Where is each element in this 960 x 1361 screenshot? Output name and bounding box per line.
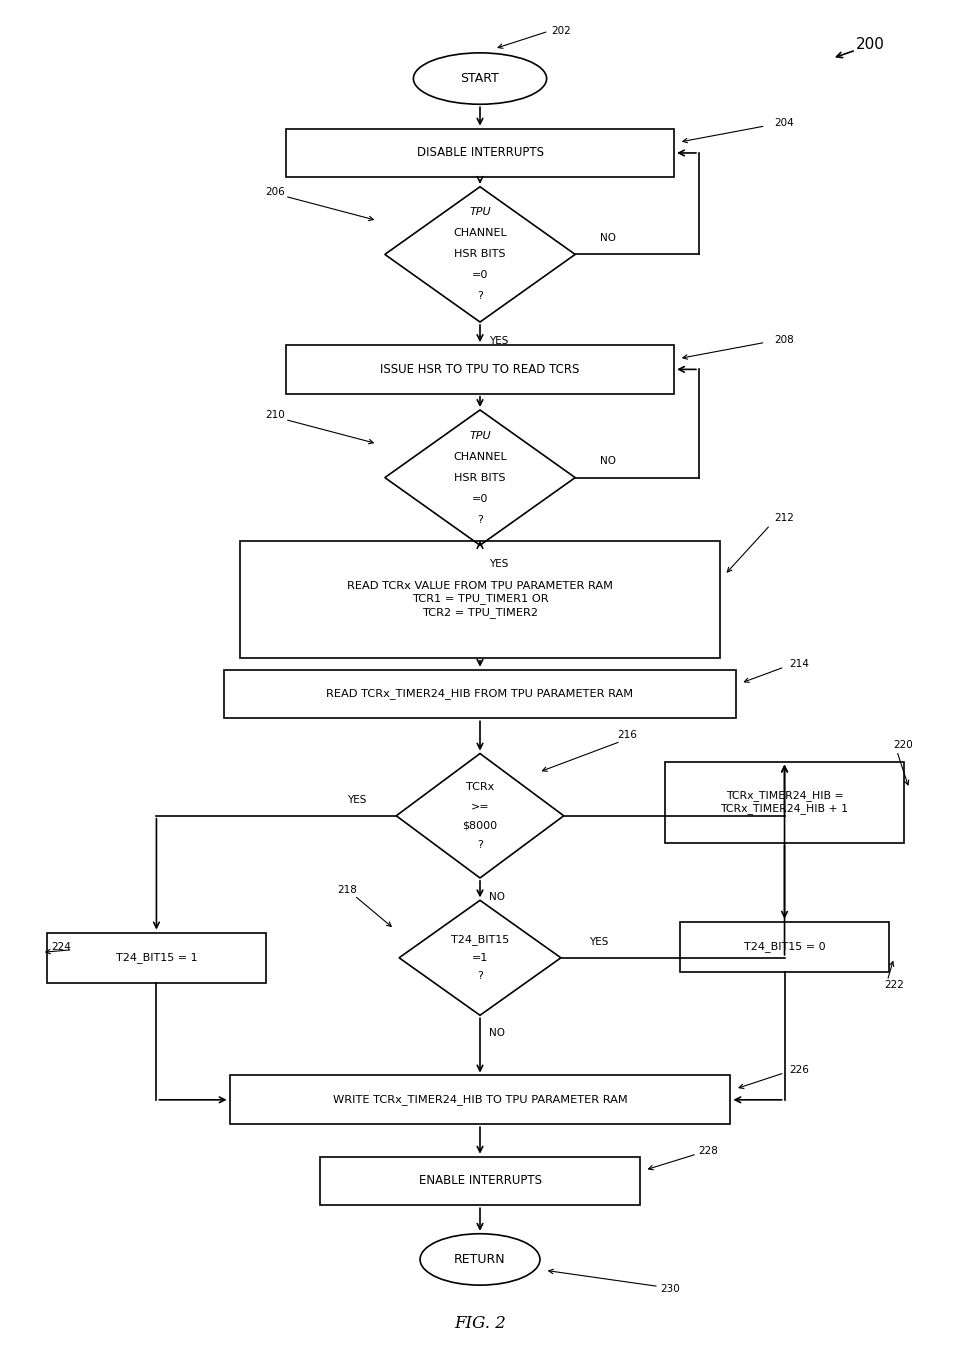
- Bar: [286, 128, 674, 177]
- Bar: [286, 346, 674, 393]
- Text: 214: 214: [789, 659, 808, 670]
- Text: 226: 226: [789, 1066, 808, 1075]
- Text: TPU: TPU: [469, 207, 491, 218]
- Text: ?: ?: [477, 291, 483, 301]
- Text: FIG. 2: FIG. 2: [454, 1315, 506, 1331]
- Text: ISSUE HSR TO TPU TO READ TCRS: ISSUE HSR TO TPU TO READ TCRS: [380, 363, 580, 376]
- Text: NO: NO: [600, 456, 616, 467]
- Bar: [229, 1075, 731, 1124]
- Text: 200: 200: [855, 37, 884, 52]
- Text: =0: =0: [471, 271, 489, 280]
- Text: TCRx_TIMER24_HIB =
TCRx_TIMER24_HIB + 1: TCRx_TIMER24_HIB = TCRx_TIMER24_HIB + 1: [721, 791, 849, 814]
- Bar: [240, 540, 720, 657]
- Bar: [46, 932, 266, 983]
- Text: READ TCRx VALUE FROM TPU PARAMETER RAM
TCR1 = TPU_TIMER1 OR
TCR2 = TPU_TIMER2: READ TCRx VALUE FROM TPU PARAMETER RAM T…: [347, 581, 613, 618]
- Text: YES: YES: [589, 936, 609, 946]
- Text: >=: >=: [470, 802, 490, 811]
- Text: 216: 216: [617, 729, 637, 739]
- Text: =1: =1: [471, 953, 489, 962]
- Text: WRITE TCRx_TIMER24_HIB TO TPU PARAMETER RAM: WRITE TCRx_TIMER24_HIB TO TPU PARAMETER …: [332, 1094, 628, 1105]
- Text: YES: YES: [347, 795, 366, 804]
- Text: ENABLE INTERRUPTS: ENABLE INTERRUPTS: [419, 1175, 541, 1188]
- Text: 212: 212: [775, 513, 795, 523]
- Text: $8000: $8000: [463, 821, 497, 830]
- Text: 222: 222: [884, 980, 904, 989]
- Text: 202: 202: [551, 26, 571, 37]
- Text: CHANNEL: CHANNEL: [453, 452, 507, 461]
- Bar: [664, 762, 904, 842]
- Text: 218: 218: [337, 885, 357, 896]
- Text: TPU: TPU: [469, 430, 491, 441]
- Bar: [225, 670, 735, 719]
- Text: TCRx: TCRx: [466, 781, 494, 792]
- Text: NO: NO: [490, 1028, 505, 1038]
- Text: T24_BIT15 = 1: T24_BIT15 = 1: [115, 953, 197, 964]
- Text: 228: 228: [699, 1146, 718, 1157]
- Text: RETURN: RETURN: [454, 1253, 506, 1266]
- Text: START: START: [461, 72, 499, 86]
- Bar: [680, 921, 889, 972]
- Text: HSR BITS: HSR BITS: [454, 249, 506, 260]
- Text: DISABLE INTERRUPTS: DISABLE INTERRUPTS: [417, 147, 543, 159]
- Text: 224: 224: [51, 942, 71, 951]
- Text: T24_BIT15: T24_BIT15: [451, 935, 509, 946]
- Text: CHANNEL: CHANNEL: [453, 229, 507, 238]
- Text: YES: YES: [490, 336, 509, 346]
- Text: READ TCRx_TIMER24_HIB FROM TPU PARAMETER RAM: READ TCRx_TIMER24_HIB FROM TPU PARAMETER…: [326, 689, 634, 700]
- Text: 206: 206: [266, 188, 285, 197]
- Text: ?: ?: [477, 840, 483, 849]
- Text: ?: ?: [477, 514, 483, 524]
- Text: 230: 230: [660, 1285, 681, 1294]
- Text: 208: 208: [775, 335, 795, 344]
- Text: NO: NO: [600, 233, 616, 244]
- Text: =0: =0: [471, 494, 489, 504]
- Text: 204: 204: [775, 118, 795, 128]
- Text: 220: 220: [894, 740, 913, 750]
- Text: T24_BIT15 = 0: T24_BIT15 = 0: [744, 942, 826, 953]
- Text: ?: ?: [477, 970, 483, 981]
- Text: YES: YES: [490, 559, 509, 569]
- Bar: [320, 1157, 640, 1206]
- Text: HSR BITS: HSR BITS: [454, 472, 506, 483]
- Text: NO: NO: [490, 891, 505, 902]
- Text: 210: 210: [266, 411, 285, 421]
